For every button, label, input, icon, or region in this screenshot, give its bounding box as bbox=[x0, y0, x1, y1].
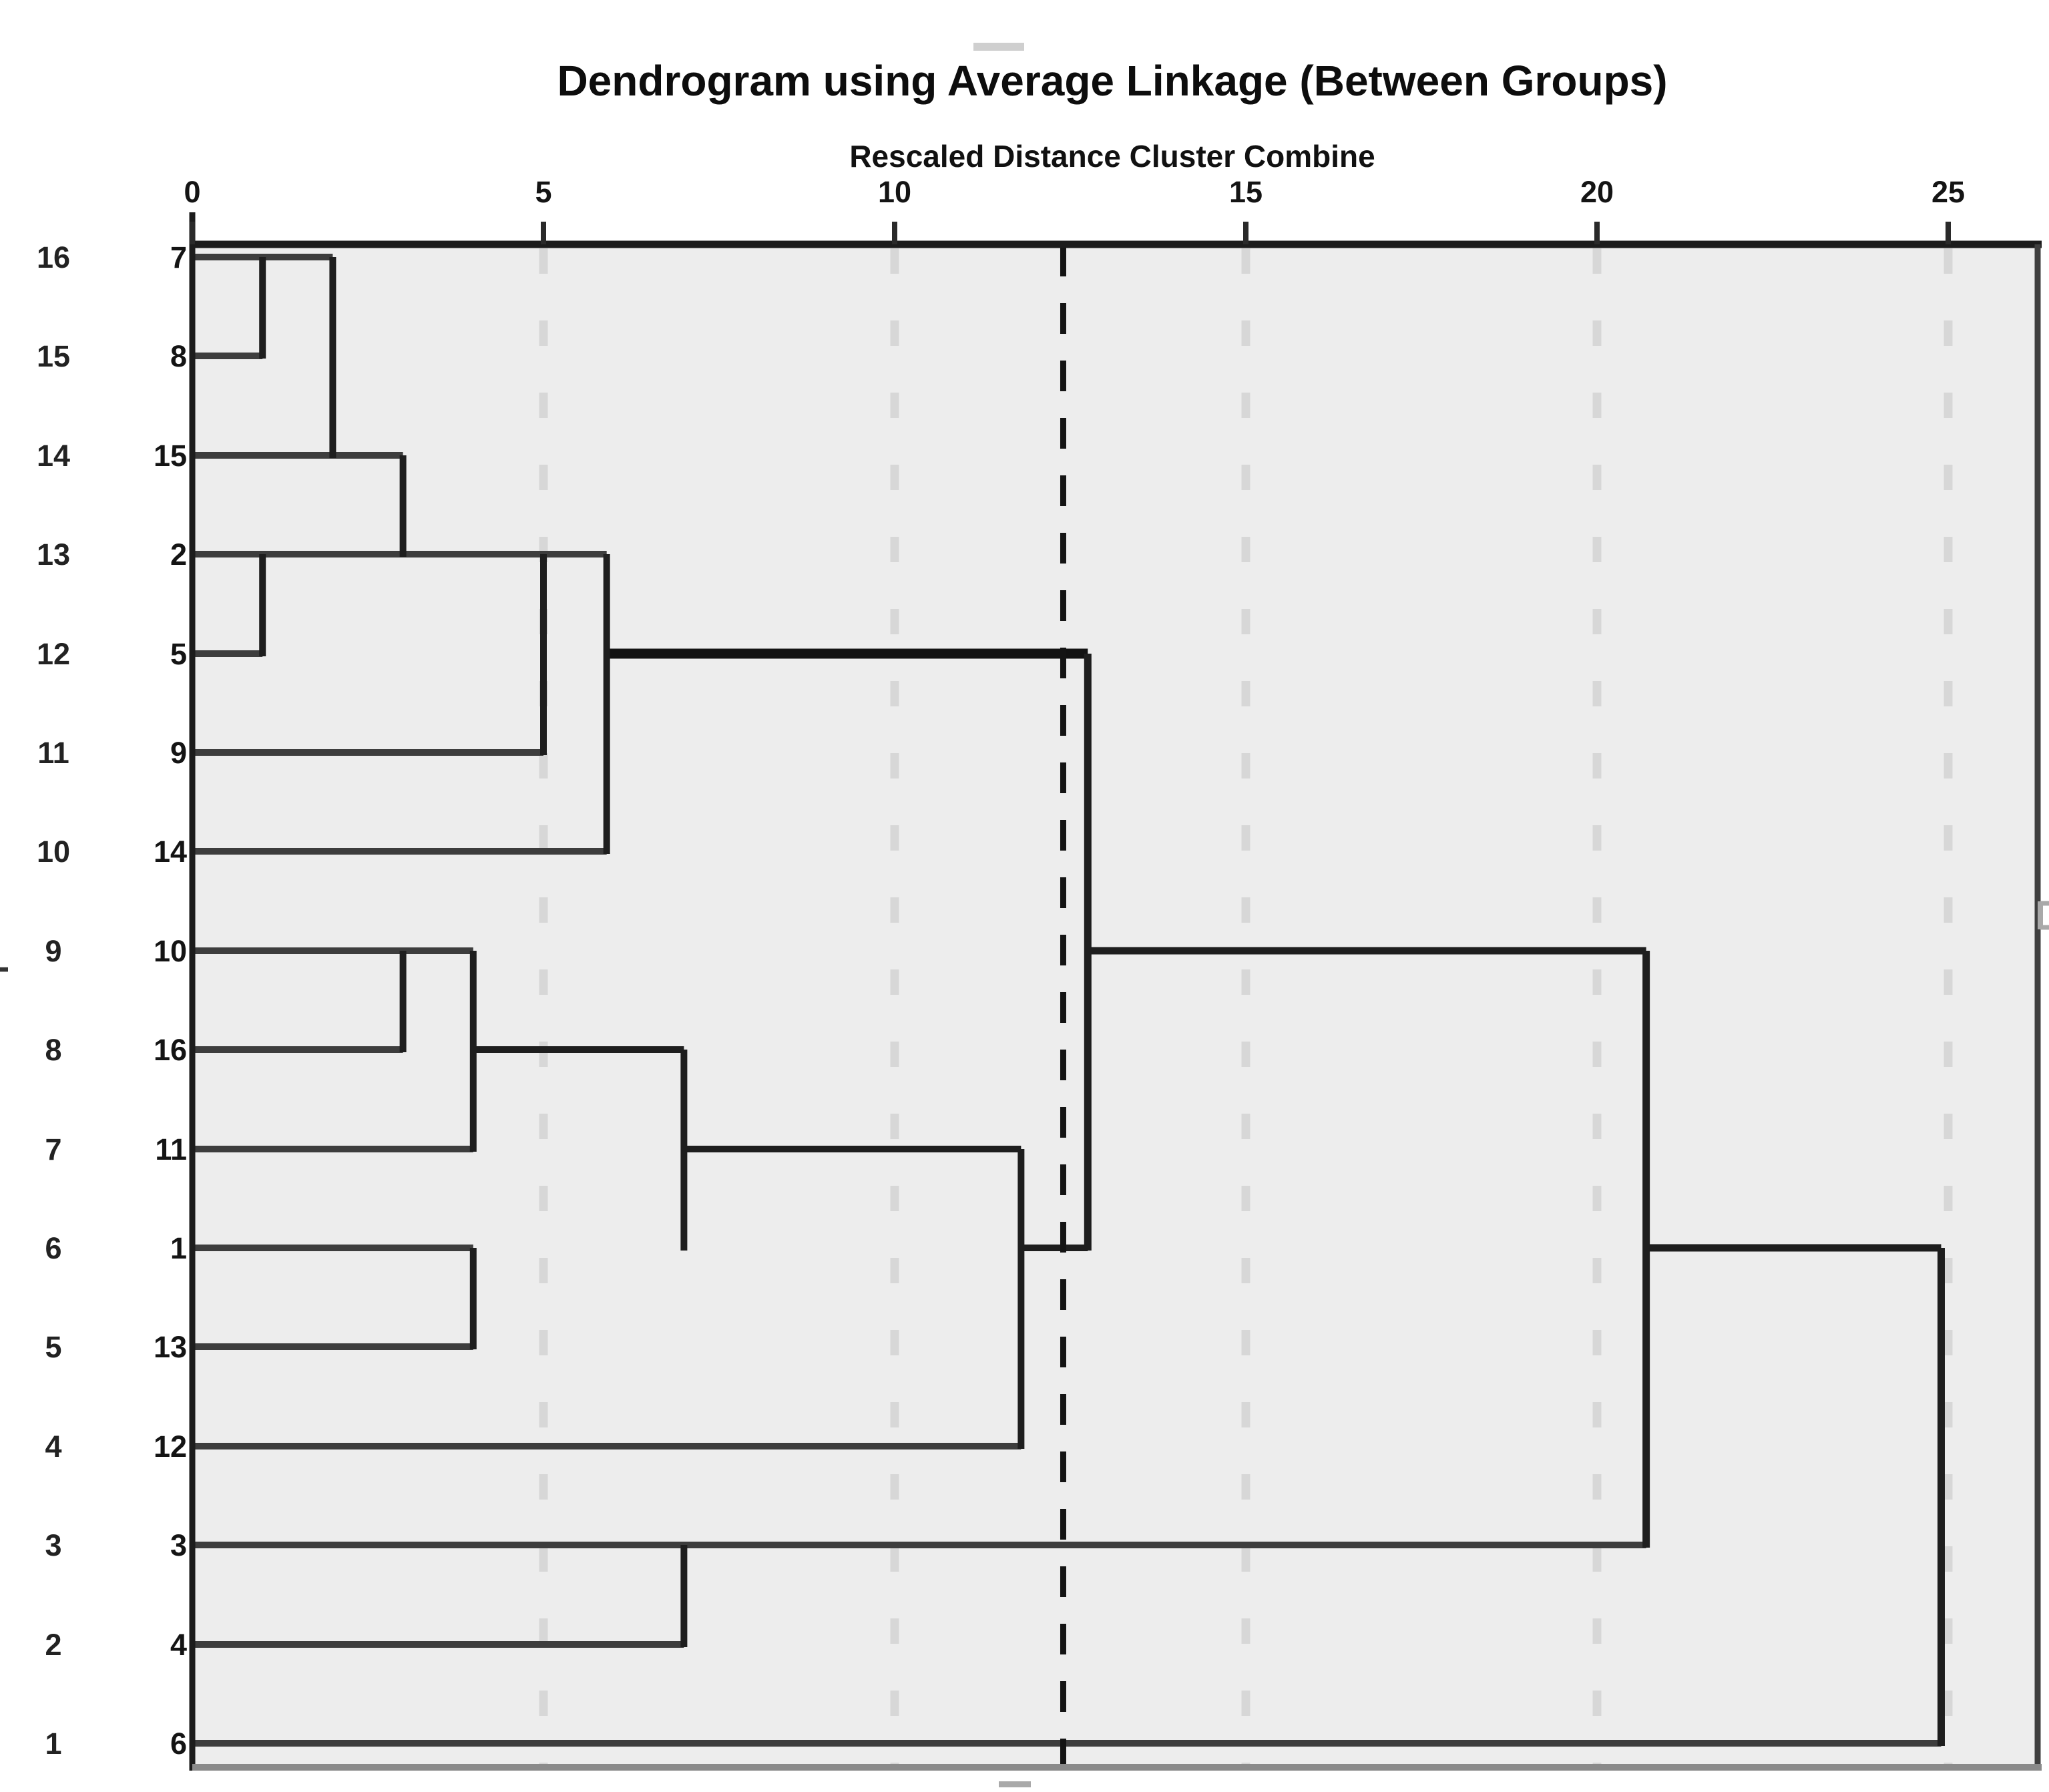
leaf-case-label: 16 bbox=[154, 1033, 187, 1067]
x-axis-tick-label: 10 bbox=[878, 175, 911, 209]
x-axis-tick-label: 0 bbox=[184, 175, 200, 209]
x-axis-tick-label: 5 bbox=[535, 175, 551, 209]
leaf-case-label: 3 bbox=[170, 1528, 187, 1562]
row-number-label: 6 bbox=[45, 1231, 61, 1265]
leaf-case-label: 8 bbox=[170, 339, 187, 373]
x-axis-tick-label: 20 bbox=[1580, 175, 1614, 209]
plot-background bbox=[192, 244, 2038, 1767]
chart-subtitle-axis-label: Rescaled Distance Cluster Combine bbox=[849, 139, 1375, 174]
dendrogram-lines-layer: 0 5 10 15 20 25716815151421351291114101091681… bbox=[37, 43, 2049, 1789]
leaf-case-label: 1 bbox=[170, 1231, 187, 1265]
leaf-case-label: 6 bbox=[170, 1727, 187, 1761]
x-axis-tick-label: 25 bbox=[1931, 175, 1965, 209]
row-number-label: 7 bbox=[45, 1132, 61, 1166]
row-number-label: 4 bbox=[45, 1429, 61, 1464]
row-number-label: 12 bbox=[37, 637, 70, 671]
leaf-case-label: 13 bbox=[154, 1330, 187, 1364]
leaf-case-label: 14 bbox=[154, 835, 187, 869]
y-axis-title: Y bbox=[0, 959, 15, 980]
x-axis-tick-label: 15 bbox=[1229, 175, 1263, 209]
row-number-label: 15 bbox=[37, 339, 70, 373]
leaf-case-label: 15 bbox=[154, 439, 187, 473]
row-number-label: 14 bbox=[37, 439, 70, 473]
row-number-label: 13 bbox=[37, 537, 70, 572]
scrollbar-nub-artifact bbox=[999, 1781, 1031, 1787]
row-number-label: 2 bbox=[45, 1628, 61, 1662]
leaf-case-label: 9 bbox=[170, 736, 187, 770]
plot-area-layer bbox=[192, 244, 2038, 1767]
leaf-case-label: 12 bbox=[154, 1429, 187, 1464]
row-number-label: 11 bbox=[37, 736, 69, 770]
row-number-label: 8 bbox=[45, 1033, 61, 1067]
row-number-label: 1 bbox=[45, 1727, 61, 1761]
row-number-label: 9 bbox=[45, 934, 61, 968]
row-number-label: 16 bbox=[37, 240, 70, 274]
leaf-case-label: 10 bbox=[154, 934, 187, 968]
leaf-case-label: 7 bbox=[170, 240, 187, 274]
leaf-case-label: 4 bbox=[170, 1628, 187, 1662]
row-number-label: 5 bbox=[45, 1330, 61, 1364]
smudge-artifact bbox=[973, 43, 1024, 51]
row-number-label: 3 bbox=[45, 1528, 61, 1562]
row-number-label: 10 bbox=[37, 835, 70, 869]
leaf-case-label: 11 bbox=[155, 1132, 187, 1166]
leaf-case-label: 2 bbox=[170, 537, 187, 572]
leaf-case-label: 5 bbox=[170, 637, 187, 671]
chart-title: Dendrogram using Average Linkage (Betwee… bbox=[557, 57, 1667, 105]
